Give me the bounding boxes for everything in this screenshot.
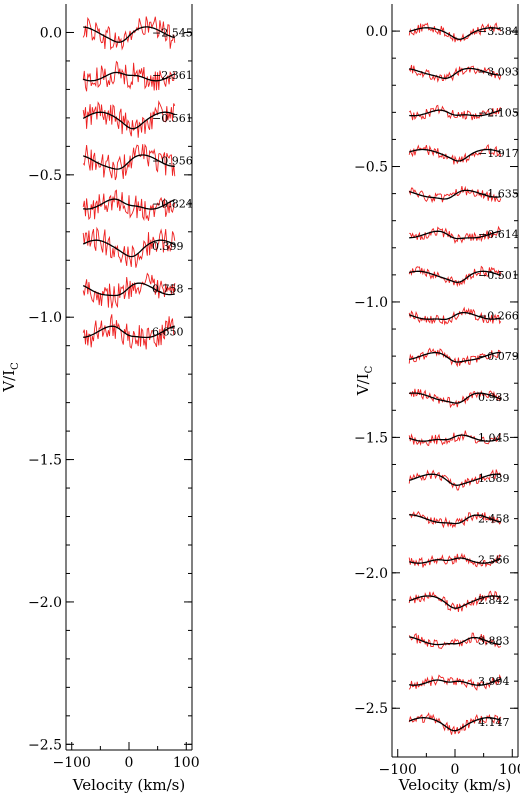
y-tick-label: −0.5	[354, 160, 388, 176]
x-tick-label: −100	[379, 762, 417, 778]
model-profile	[408, 717, 502, 732]
profile-label: 0.399	[152, 240, 184, 253]
profile-label: 2.458	[478, 513, 510, 526]
model-profile	[409, 189, 501, 200]
x-tick-label: 100	[173, 755, 200, 771]
y-axis-label: V/IC	[0, 362, 21, 393]
model-profile	[82, 282, 175, 297]
observed-profile	[82, 99, 176, 138]
model-profile	[408, 311, 501, 321]
model-profile	[409, 230, 501, 240]
profile-label: 2.566	[478, 553, 510, 566]
observed-profile	[408, 632, 502, 650]
y-tick-label: −2.5	[354, 701, 388, 717]
y-tick-label: −2.0	[354, 566, 388, 582]
observed-profile	[408, 388, 502, 409]
y-tick-label: −2.5	[28, 737, 62, 753]
profile-label: 4.147	[478, 716, 510, 729]
model-profile	[409, 109, 501, 117]
y-tick-label: 0.0	[366, 24, 388, 40]
model-profile	[83, 198, 176, 210]
observed-profile	[82, 189, 176, 222]
x-tick-label: 100	[499, 762, 520, 778]
panel-left: 0.0 −0.5 −1.0 −1.5 −2.0 −2.5 −100 0 100 Velocity …	[0, 4, 200, 794]
profile-label: 6.650	[152, 325, 184, 338]
observed-profile	[82, 60, 176, 92]
model-profile	[409, 636, 501, 646]
profile-label: 1.045	[478, 431, 510, 444]
profile-label: 2.842	[478, 594, 510, 607]
y-tick-label: −2.0	[28, 595, 62, 611]
observed-profile	[408, 552, 502, 568]
model-profile	[409, 270, 502, 283]
y-tick-label: −1.0	[28, 310, 62, 326]
profile-label: −0.079	[478, 350, 519, 363]
profile-label: −3.384	[478, 25, 519, 38]
x-tick-label: 0	[125, 755, 134, 771]
x-axis-label: Velocity (km/s)	[398, 776, 511, 794]
model-profile	[409, 392, 501, 404]
profile-label: −0.561	[152, 112, 193, 125]
observed-profile	[408, 104, 502, 121]
model-profile	[82, 154, 175, 170]
profile-label: −1.635	[478, 188, 519, 201]
model-profile	[82, 239, 176, 258]
profile-label: −0.956	[152, 155, 193, 168]
observed-profile	[82, 314, 175, 350]
model-profile	[82, 71, 176, 82]
model-profile	[408, 595, 501, 609]
y-axis-label: V/IC	[354, 365, 375, 396]
profile-label: −2.105	[478, 106, 519, 119]
model-profile	[409, 678, 502, 686]
profile-label: 0.758	[152, 283, 184, 296]
x-axis-label: Velocity (km/s)	[72, 776, 185, 794]
observed-profile	[408, 430, 501, 447]
model-profile	[409, 351, 501, 363]
observed-profile	[408, 712, 502, 735]
profile-label: −0.614	[478, 228, 519, 241]
observed-profile	[409, 225, 501, 245]
model-profile	[408, 473, 501, 486]
y-tick-label: −1.5	[354, 430, 388, 446]
model-profile	[82, 111, 176, 130]
observed-profile	[408, 469, 502, 491]
y-tick-label: −1.0	[354, 295, 388, 311]
profile-label: −2.545	[152, 26, 193, 39]
model-profile	[409, 557, 502, 564]
model-profile	[408, 27, 501, 40]
model-profile	[409, 67, 501, 79]
profile-label: 0.933	[478, 391, 510, 404]
y-tick-label: −0.5	[28, 168, 62, 184]
profile-label: −0.266	[478, 309, 519, 322]
y-tick-label: 0.0	[40, 25, 62, 41]
observed-profile	[82, 226, 176, 268]
y-tick-label: −1.5	[28, 453, 62, 469]
profile-label: 3.994	[478, 675, 510, 688]
panel-right: 0.0 −0.5 −1.0 −1.5 −2.0 −2.5 −100 0 100Velocity …	[354, 4, 520, 794]
profile-label: −3.093	[478, 66, 519, 79]
x-tick-label: 0	[451, 762, 460, 778]
model-profile	[409, 148, 502, 162]
observed-profile	[408, 590, 502, 612]
profile-label: −0.501	[478, 269, 519, 282]
profile-label: 1.389	[478, 472, 510, 485]
profile-label: −2.361	[152, 69, 193, 82]
profile-label: −0.824	[152, 197, 193, 210]
x-tick-label: −100	[53, 755, 91, 771]
profile-label: −1.917	[478, 147, 519, 160]
profile-label: 3.883	[478, 635, 510, 648]
observed-profile	[82, 272, 176, 309]
model-profile	[409, 514, 501, 525]
model-profile	[83, 325, 175, 339]
model-profile	[83, 26, 175, 43]
observed-profile	[408, 64, 502, 83]
model-profile	[408, 434, 502, 442]
